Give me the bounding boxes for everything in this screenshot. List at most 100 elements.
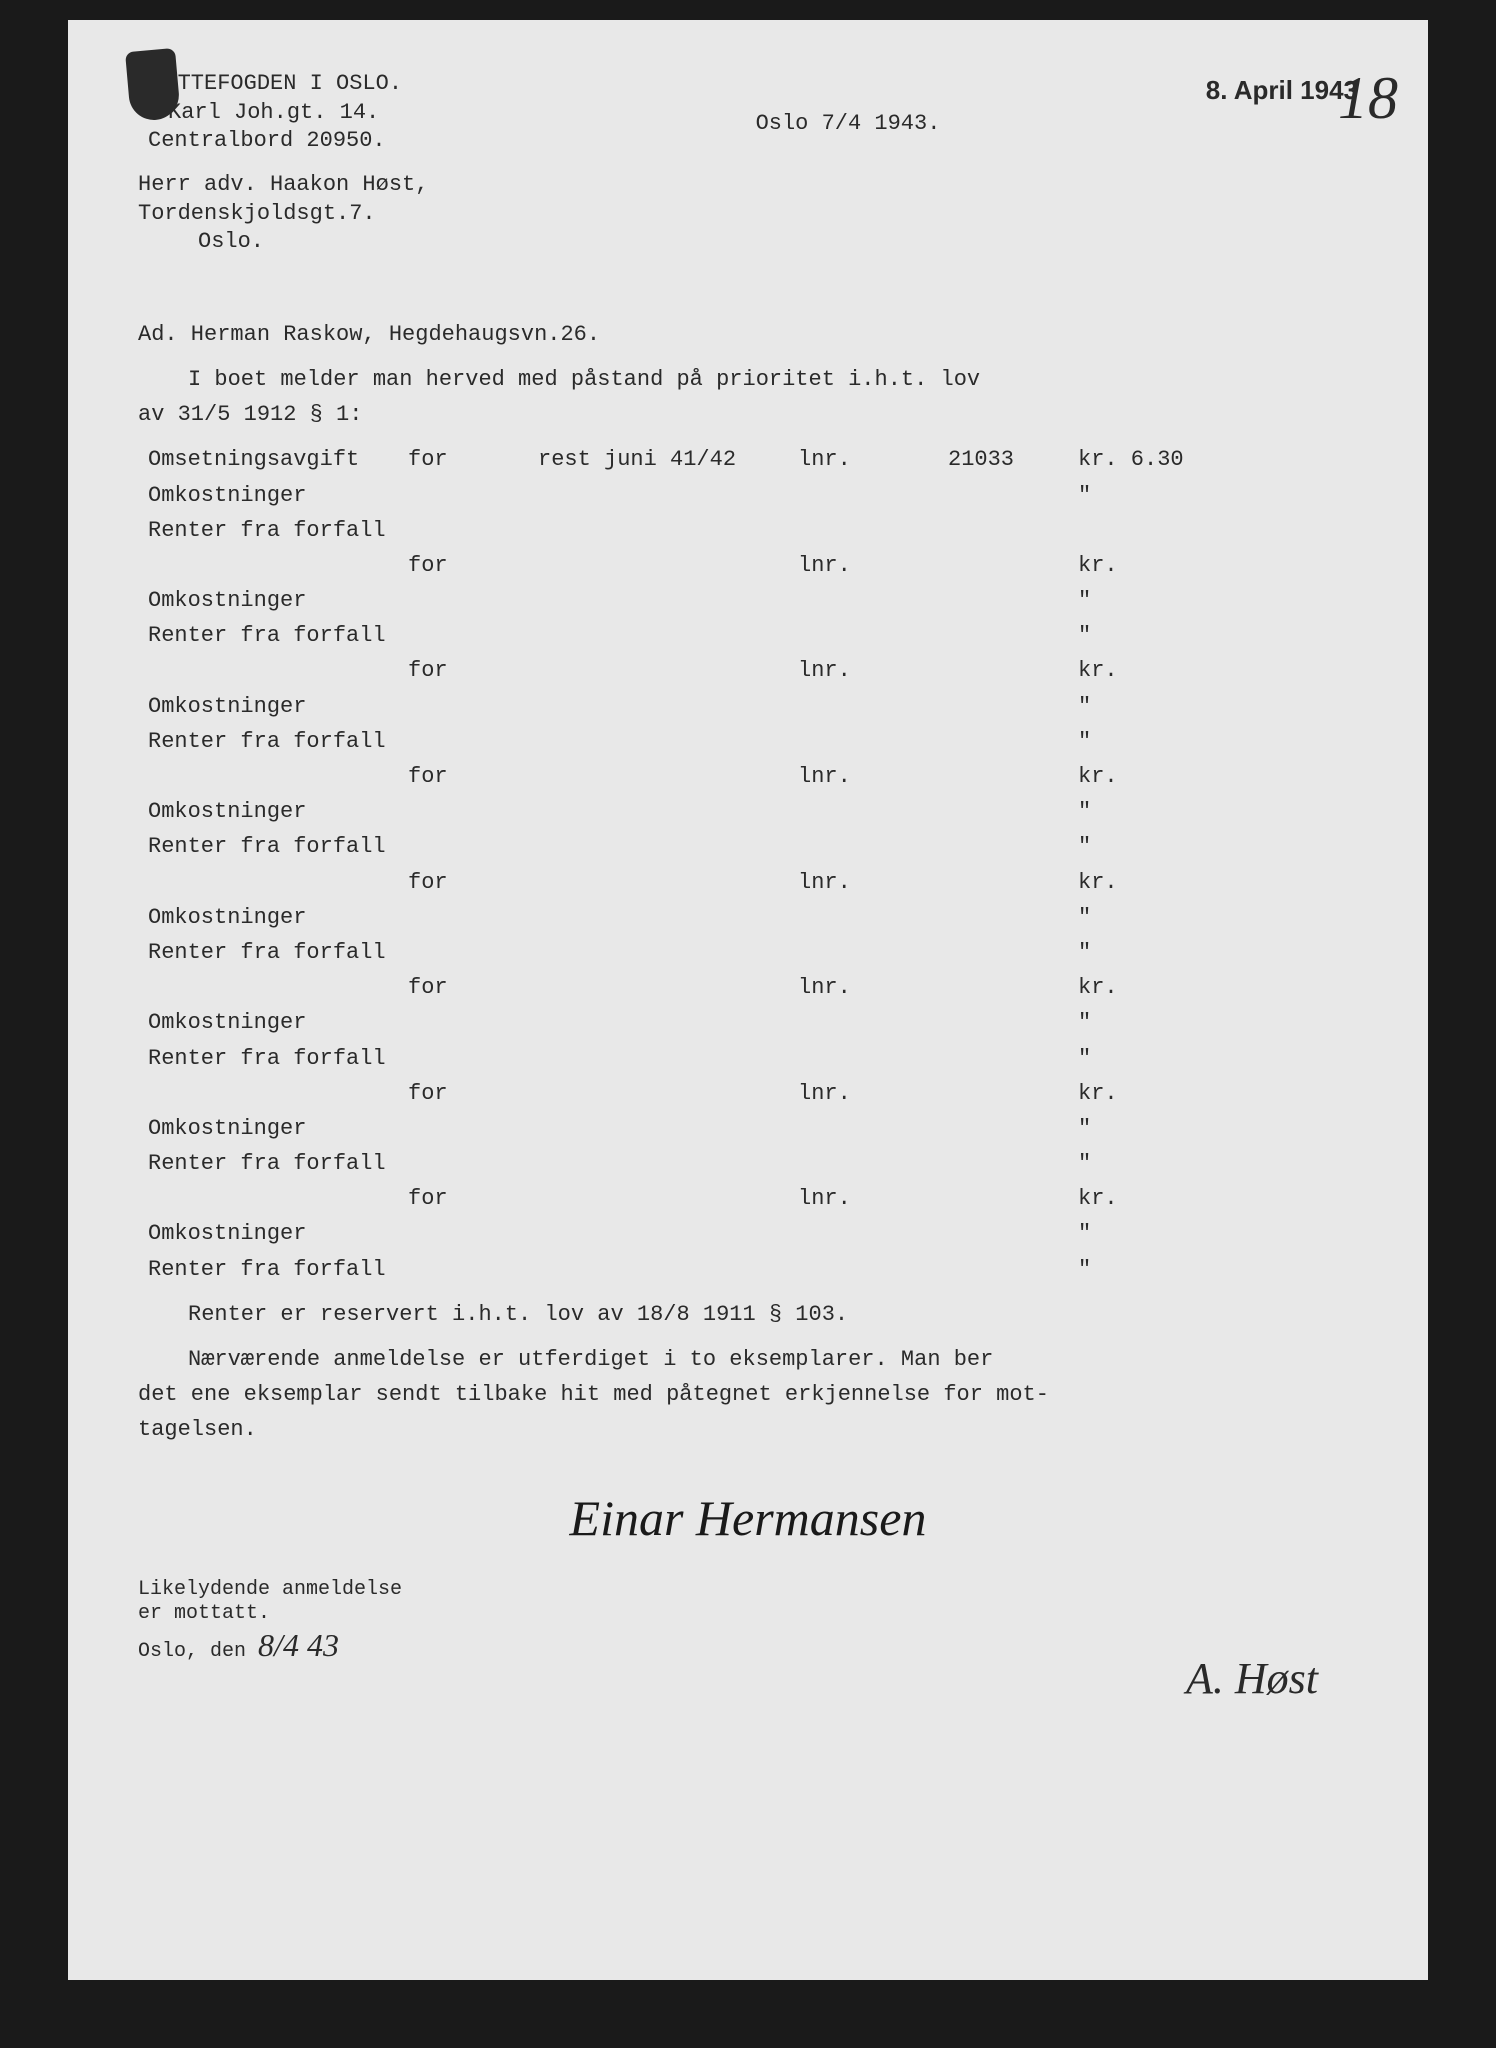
table-cell xyxy=(538,900,798,935)
table-cell: for xyxy=(408,865,538,900)
receipt-line1: Likelydende anmeldelse xyxy=(138,1578,1358,1602)
table-cell: for xyxy=(408,759,538,794)
table-cell xyxy=(538,653,798,688)
table-cell: rest juni 41/42 xyxy=(538,442,798,477)
table-cell xyxy=(948,970,1078,1005)
table-cell: for xyxy=(408,1181,538,1216)
subject-line: Ad. Herman Raskow, Hegdehaugsvn.26. xyxy=(138,317,1358,352)
table-cell xyxy=(798,794,948,829)
table-cell xyxy=(798,724,948,759)
table-cell xyxy=(138,1076,408,1111)
table-cell xyxy=(408,689,538,724)
claims-table: Omsetningsavgiftforrest juni 41/42lnr.21… xyxy=(138,442,1358,1287)
table-cell: " xyxy=(1078,1252,1198,1287)
recipient-block: Herr adv. Haakon Høst, Tordenskjoldsgt.7… xyxy=(138,171,1358,257)
paper-clip xyxy=(125,48,181,122)
receipt-date: 8/4 43 xyxy=(258,1627,339,1663)
table-cell xyxy=(538,724,798,759)
table-row: Renter fra forfall" xyxy=(138,1146,1358,1181)
table-cell: Omkostninger xyxy=(138,794,408,829)
date-stamp: 8. April 1943 xyxy=(1206,75,1358,105)
table-row: forlnr.kr. xyxy=(138,548,1358,583)
table-cell xyxy=(538,513,798,548)
table-row: Omkostninger" xyxy=(138,583,1358,618)
table-cell xyxy=(538,1216,798,1251)
table-cell xyxy=(538,1041,798,1076)
table-row: forlnr.kr. xyxy=(138,653,1358,688)
table-cell xyxy=(408,1216,538,1251)
table-row: forlnr.kr. xyxy=(138,759,1358,794)
table-cell xyxy=(538,1111,798,1146)
table-cell: Omkostninger xyxy=(138,478,408,513)
table-cell xyxy=(948,1076,1078,1111)
main-signature: Einar Hermansen xyxy=(138,1478,1358,1558)
table-cell: kr. xyxy=(1078,653,1198,688)
table-cell xyxy=(408,829,538,864)
table-cell: Omsetningsavgift xyxy=(138,442,408,477)
table-cell: for xyxy=(408,1076,538,1111)
table-cell xyxy=(538,829,798,864)
table-cell: " xyxy=(1078,1111,1198,1146)
table-row: Omkostninger" xyxy=(138,1216,1358,1251)
table-cell xyxy=(538,865,798,900)
table-cell: Renter fra forfall xyxy=(138,513,408,548)
table-cell xyxy=(948,724,1078,759)
table-cell xyxy=(408,935,538,970)
table-cell: Renter fra forfall xyxy=(138,1041,408,1076)
table-cell xyxy=(798,618,948,653)
receipt-line2: er mottatt. xyxy=(138,1602,1358,1626)
table-cell xyxy=(138,1181,408,1216)
table-cell: Omkostninger xyxy=(138,583,408,618)
table-cell: lnr. xyxy=(798,865,948,900)
table-cell: kr. xyxy=(1078,1181,1198,1216)
table-cell xyxy=(538,1252,798,1287)
table-cell xyxy=(948,900,1078,935)
table-cell xyxy=(538,583,798,618)
footer-line1: Renter er reservert i.h.t. lov av 18/8 1… xyxy=(138,1297,1358,1332)
table-row: Renter fra forfall" xyxy=(138,618,1358,653)
table-cell xyxy=(538,935,798,970)
table-cell xyxy=(948,653,1078,688)
table-cell xyxy=(538,1181,798,1216)
table-cell: kr. xyxy=(1078,1076,1198,1111)
table-cell: " xyxy=(1078,900,1198,935)
table-cell xyxy=(798,829,948,864)
table-cell xyxy=(798,1216,948,1251)
table-cell: Omkostninger xyxy=(138,1216,408,1251)
table-cell: kr. xyxy=(1078,865,1198,900)
table-row: for lnr. kr. xyxy=(138,865,1358,900)
table-cell: Renter fra forfall xyxy=(138,829,408,864)
receipt-date-label: Oslo, den xyxy=(138,1640,246,1663)
table-cell xyxy=(948,759,1078,794)
table-cell xyxy=(538,794,798,829)
table-cell xyxy=(408,1252,538,1287)
table-cell xyxy=(798,583,948,618)
table-cell xyxy=(138,548,408,583)
table-cell xyxy=(948,794,1078,829)
table-cell: " xyxy=(1078,794,1198,829)
table-cell xyxy=(948,513,1078,548)
table-cell: " xyxy=(1078,935,1198,970)
table-cell: lnr. xyxy=(798,1076,948,1111)
table-cell xyxy=(538,759,798,794)
table-cell: kr. xyxy=(1078,548,1198,583)
table-cell xyxy=(948,583,1078,618)
table-cell xyxy=(798,478,948,513)
table-row: Renter fra forfall" xyxy=(138,935,1358,970)
table-cell xyxy=(948,618,1078,653)
table-cell xyxy=(948,548,1078,583)
table-cell xyxy=(538,478,798,513)
table-cell xyxy=(408,513,538,548)
handwritten-number: 18 xyxy=(1338,50,1398,146)
table-cell: for xyxy=(408,653,538,688)
table-row: Renter fra forfall xyxy=(138,513,1358,548)
table-cell: Renter fra forfall xyxy=(138,618,408,653)
table-cell xyxy=(948,1041,1078,1076)
table-row: Renter fra forfall" xyxy=(138,829,1358,864)
table-cell: " xyxy=(1078,689,1198,724)
table-row: Omkostninger" xyxy=(138,689,1358,724)
table-cell: for xyxy=(408,970,538,1005)
table-cell: " xyxy=(1078,724,1198,759)
table-cell: Renter fra forfall xyxy=(138,1252,408,1287)
recipient-line2: Tordenskjoldsgt.7. xyxy=(138,200,1358,229)
